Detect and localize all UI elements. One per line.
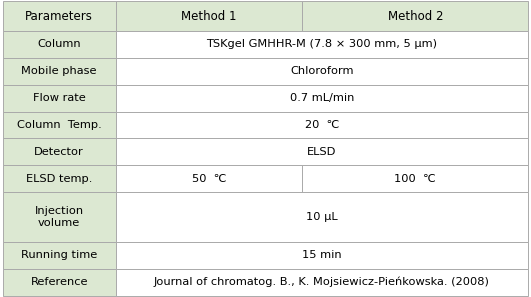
Text: Column: Column	[37, 40, 81, 49]
Bar	[302, 1, 528, 31]
Bar	[116, 31, 528, 58]
Text: 10 μL: 10 μL	[306, 212, 338, 222]
Bar	[3, 31, 116, 58]
Text: Column  Temp.: Column Temp.	[17, 120, 101, 130]
Text: Flow rate: Flow rate	[33, 93, 85, 103]
Text: 20  ℃: 20 ℃	[305, 120, 339, 130]
Bar	[3, 58, 116, 85]
Bar	[116, 112, 528, 138]
Bar	[3, 1, 116, 31]
Bar	[116, 269, 528, 296]
Text: Detector: Detector	[35, 147, 84, 157]
Text: Journal of chromatog. B., K. Mojsiewicz-Pieńkowska. (2008): Journal of chromatog. B., K. Mojsiewicz-…	[154, 277, 490, 287]
Bar	[3, 112, 116, 138]
Text: Running time: Running time	[21, 250, 97, 260]
Bar	[116, 242, 528, 269]
Text: ELSD temp.: ELSD temp.	[26, 174, 92, 184]
Bar	[116, 165, 302, 192]
Bar	[116, 85, 528, 112]
Bar	[116, 1, 302, 31]
Bar	[116, 58, 528, 85]
Text: 15 min: 15 min	[302, 250, 342, 260]
Bar	[116, 192, 528, 242]
Bar	[3, 269, 116, 296]
Text: 0.7 mL/min: 0.7 mL/min	[290, 93, 354, 103]
Bar	[3, 165, 116, 192]
Bar	[3, 85, 116, 112]
Text: Method 2: Method 2	[388, 10, 443, 23]
Text: 100  ℃: 100 ℃	[395, 174, 436, 184]
Bar	[116, 138, 528, 165]
Bar	[3, 138, 116, 165]
Text: TSKgel GMHHR-M (7.8 × 300 mm, 5 μm): TSKgel GMHHR-M (7.8 × 300 mm, 5 μm)	[207, 40, 438, 49]
Text: Injection
volume: Injection volume	[35, 206, 84, 228]
Text: Method 1: Method 1	[181, 10, 237, 23]
Text: Chloroform: Chloroform	[290, 66, 354, 76]
Bar	[302, 165, 528, 192]
Text: Mobile phase: Mobile phase	[21, 66, 97, 76]
Text: Parameters: Parameters	[25, 10, 93, 23]
Bar	[3, 192, 116, 242]
Bar	[3, 242, 116, 269]
Text: ELSD: ELSD	[307, 147, 337, 157]
Text: Reference: Reference	[30, 277, 88, 287]
Text: 50  ℃: 50 ℃	[192, 174, 226, 184]
